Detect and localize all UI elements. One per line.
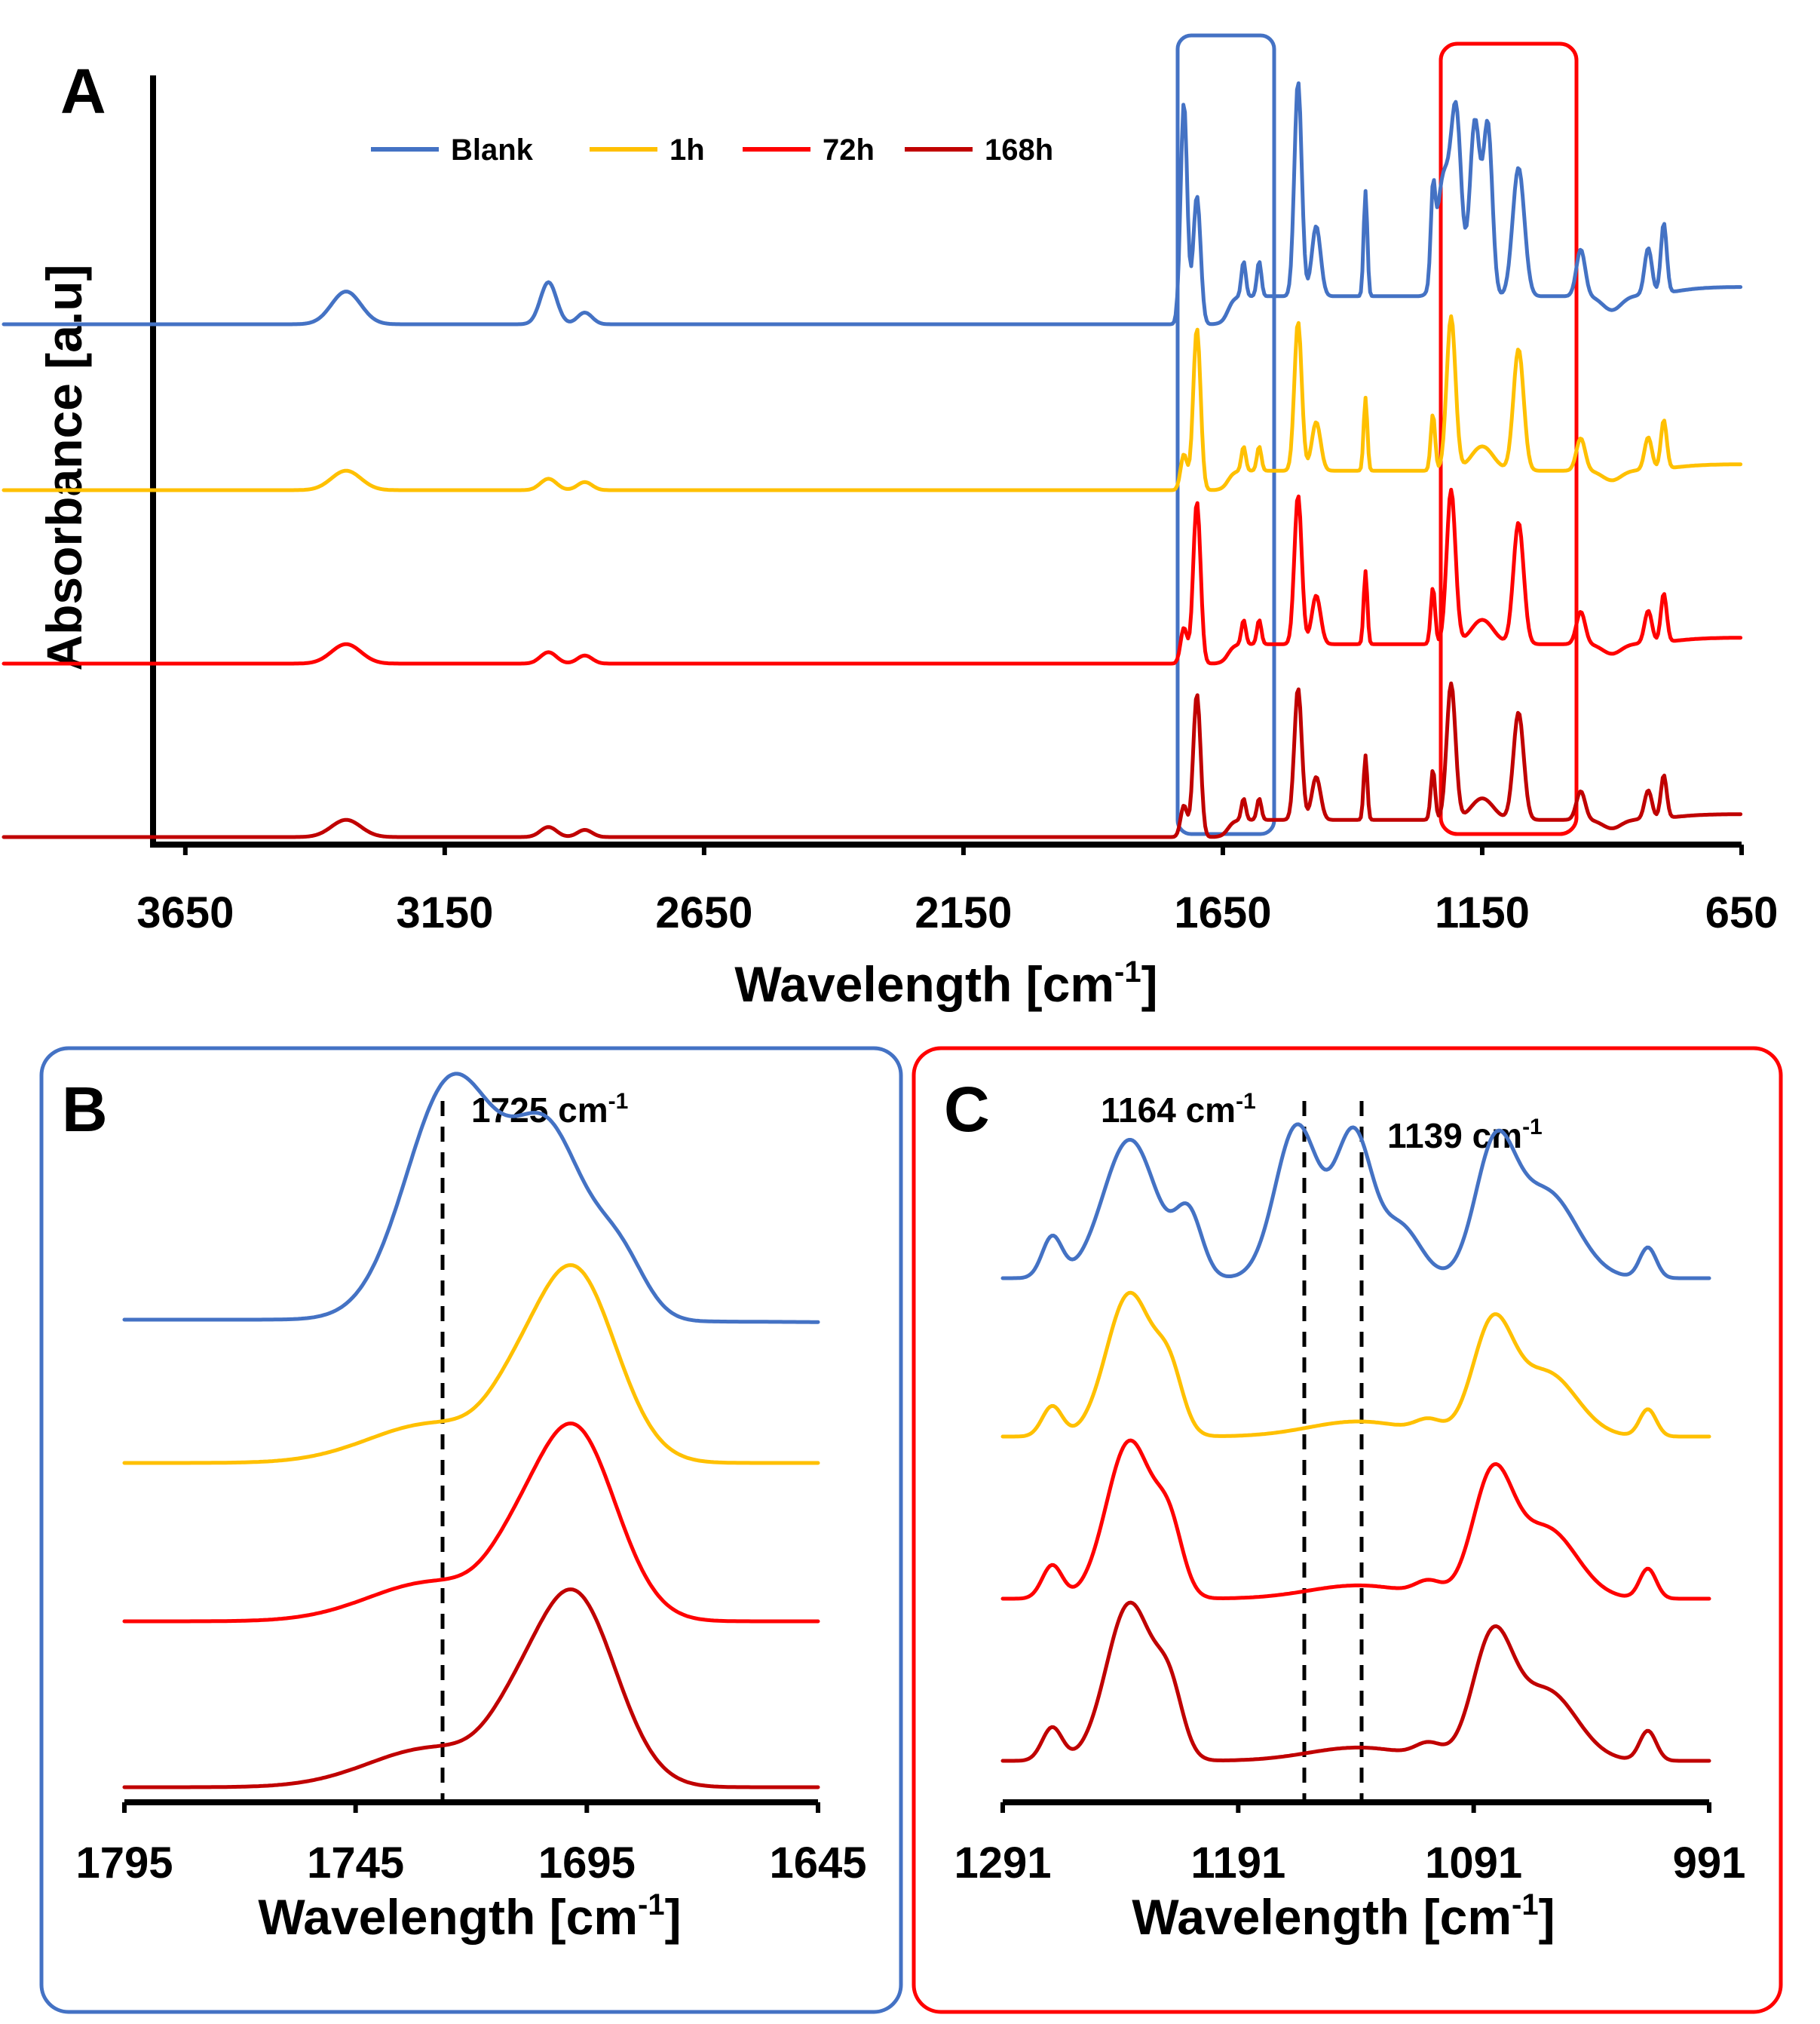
series-line-168h [2,681,1743,839]
panel-b: B 1795 1745 1695 1645 Wavelength [cm-1] 172… [39,1046,903,2014]
x-axis-label: Wavelength [cm-1] [258,1888,681,1945]
panel-c-letter: C [944,1074,990,1145]
legend-label-72h: 72h [823,133,875,167]
series-line-1h [1000,1290,1711,1439]
series-line-blank [1000,1122,1711,1280]
x-axis-label: Wavelength [cm-1] [1132,1888,1555,1945]
annotation-label-1725: 1725 cm-1 [471,1089,628,1130]
x-tick-label: 1091 [1425,1838,1522,1888]
x-tick-label: 1291 [954,1838,1051,1888]
legend-label-168h: 168h [985,133,1053,167]
x-tick-label: 1150 [1435,888,1530,937]
x-tick-label: 1795 [75,1838,173,1888]
x-tick-label: 1745 [307,1838,404,1888]
x-ticks: 1795 1745 1695 1645 [75,1802,867,1888]
series-line-1h [122,1263,820,1465]
x-tick-label: 2150 [915,888,1012,937]
x-tick-label: 3650 [136,888,234,937]
panel-b-frame [39,1046,903,2014]
panel-a-letter: A [60,56,106,127]
x-tick-label: 2650 [655,888,752,937]
series-line-72h [1000,1438,1711,1601]
x-tick-label: 991 [1673,1838,1746,1888]
series-line-72h [2,487,1743,666]
legend: Blank 1h 72h 168h [371,133,1053,167]
y-axis-label: Absorbance [a.u] [36,264,92,670]
x-tick-label: 650 [1705,888,1779,937]
panel-c-frame [912,1046,1783,2014]
series-line-blank [122,1072,820,1324]
series-line-1h [2,314,1743,492]
legend-label-1h: 1h [669,133,705,167]
x-tick-label: 1650 [1174,888,1271,937]
x-axis-label: Wavelength [cm-1] [734,955,1157,1012]
series-line-168h [1000,1600,1711,1763]
series-line-72h [122,1421,820,1624]
panel-c: C 1291 1191 1091 991 Wavelength [cm-1] 1164… [912,1046,1783,2014]
x-tick-label: 3150 [396,888,493,937]
x-tick-label: 1191 [1190,1838,1285,1888]
series-line-blank [2,81,1743,327]
panel-a: A 3650 3150 2650 2150 1650 1150 650 Absorbance… [2,33,1778,1012]
legend-label-blank: Blank [451,133,534,167]
panel-b-letter: B [62,1074,108,1145]
x-ticks: 1291 1191 1091 991 [954,1802,1745,1888]
highlight-box-red [1439,41,1579,836]
series-line-168h [122,1587,820,1789]
annotation-label-1164: 1164 cm-1 [1101,1089,1256,1130]
x-tick-label: 1645 [769,1838,866,1888]
x-ticks: 3650 3150 2650 2150 1650 1150 650 [136,845,1778,937]
annotation-label-1139: 1139 cm-1 [1387,1115,1543,1155]
x-tick-label: 1695 [538,1838,636,1888]
